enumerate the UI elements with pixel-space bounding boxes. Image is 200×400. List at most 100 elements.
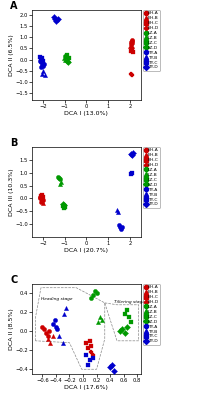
Point [129,40,132,47]
Y-axis label: DCA II (6.5%): DCA II (6.5%) [9,34,14,76]
Point [63,56,66,63]
Point [89,342,92,349]
Point [52,14,56,20]
Point [66,59,69,65]
Point [118,328,121,334]
Point [130,38,133,44]
Point [38,195,41,202]
Point [89,349,92,355]
Point [129,70,132,77]
Point [46,336,49,342]
Point [49,340,52,346]
Point [56,173,60,180]
Point [41,68,44,74]
Point [42,326,45,333]
Point [42,60,45,67]
Point [129,44,132,50]
X-axis label: DCA I (20.7%): DCA I (20.7%) [64,248,108,253]
Point [57,175,61,182]
Point [91,355,94,361]
Point [63,53,66,59]
Point [63,204,66,210]
Point [41,197,44,204]
Point [98,314,101,320]
Point [108,364,111,370]
X-axis label: DCA I (17.6%): DCA I (17.6%) [64,384,108,390]
Point [100,317,103,323]
Point [41,323,44,330]
Point [120,326,123,333]
Point [128,47,132,54]
Point [40,61,43,68]
Point [43,72,46,78]
Point [47,328,50,334]
Point [125,307,128,314]
Point [89,295,92,301]
Point [51,333,54,339]
Text: Heading stage: Heading stage [41,297,72,301]
Point [51,320,54,327]
Legend: BH-A, BH-B, BH-C, BH-D, LZ-A, LZ-B, LZ-C, LZ-D, TY-A, TY-B, TY-C, TY-D: BH-A, BH-B, BH-C, BH-D, LZ-A, LZ-B, LZ-C… [142,10,159,71]
Point [120,224,123,230]
Point [130,170,133,176]
Point [111,368,115,374]
Point [129,171,132,177]
Point [41,194,44,200]
Point [123,330,126,336]
Point [58,176,62,182]
Point [84,340,88,346]
Point [115,207,118,213]
Point [67,54,70,61]
Point [40,55,43,62]
Point [39,194,42,200]
Point [39,195,42,201]
Point [39,58,42,64]
Point [41,58,44,64]
Point [91,352,94,358]
Point [130,152,133,158]
Point [40,196,43,203]
Point [117,222,120,229]
Point [91,292,94,298]
Point [123,311,126,318]
Point [40,198,43,204]
Point [57,333,61,339]
Point [39,59,42,66]
Point [84,352,88,358]
Point [39,57,42,64]
Point [41,200,44,206]
Point [65,54,68,60]
Point [130,40,133,46]
Point [86,361,90,368]
Point [61,203,64,209]
Point [129,38,132,45]
Point [46,333,49,339]
Point [40,70,43,77]
Legend: BH-A, BH-B, BH-C, BH-D, LZ-A, LZ-B, LZ-C, LZ-D, TY-A, TY-B, TY-C, TY-D: BH-A, BH-B, BH-C, BH-D, LZ-A, LZ-B, LZ-C… [142,284,159,345]
Point [62,55,65,62]
Point [93,288,96,295]
Point [65,58,68,64]
Point [64,304,67,311]
X-axis label: DCA I (13.0%): DCA I (13.0%) [64,111,108,116]
Point [44,330,47,336]
Point [130,42,133,49]
Point [130,46,133,53]
Text: C: C [10,275,18,285]
Point [129,151,132,157]
Point [88,356,91,363]
Point [56,15,59,22]
Point [55,326,59,333]
Text: B: B [10,138,18,148]
Point [54,323,57,330]
Point [131,48,134,55]
Point [127,314,130,320]
Point [86,345,90,352]
Point [119,226,122,232]
Point [39,193,42,200]
Point [118,224,121,230]
Legend: BH-A, BH-B, BH-C, BH-D, LZ-A, LZ-B, LZ-C, LZ-D, TY-A, TY-B, TY-C, TY-D: BH-A, BH-B, BH-C, BH-D, LZ-A, LZ-B, LZ-C… [142,147,159,208]
Point [95,290,98,296]
Point [39,198,43,205]
Point [61,340,64,346]
